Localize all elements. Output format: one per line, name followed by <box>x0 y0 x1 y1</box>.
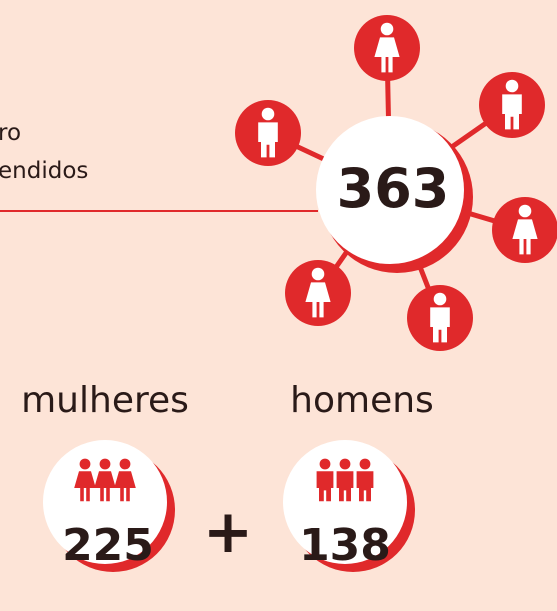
person-icon <box>356 458 374 502</box>
icon-body <box>114 471 136 502</box>
icon-head <box>433 292 447 306</box>
group-value: 225 <box>62 520 154 571</box>
person-icon <box>336 458 354 502</box>
hub-circle <box>316 116 464 264</box>
person-icon <box>502 79 522 130</box>
person-icon <box>94 458 116 502</box>
icon-body <box>305 282 331 318</box>
header-line: endidos <box>0 158 88 184</box>
icon-body <box>512 219 538 255</box>
icon-body <box>258 122 278 158</box>
icon-head <box>380 22 394 36</box>
header-line: ro <box>0 120 21 146</box>
person-icon <box>114 458 136 502</box>
icon-body <box>356 471 374 502</box>
person-icon <box>258 107 278 158</box>
icon-body <box>430 307 450 343</box>
icon-head <box>119 458 131 470</box>
group-label: mulheres <box>21 380 189 421</box>
icon-head <box>518 204 532 218</box>
icon-head <box>339 458 351 470</box>
icon-head <box>99 458 111 470</box>
person-icon <box>512 204 538 255</box>
group-circle <box>43 440 167 564</box>
person-icon <box>430 292 450 343</box>
person-icon <box>305 267 331 318</box>
icon-head <box>79 458 91 470</box>
person-icon <box>374 22 400 73</box>
group-circle <box>283 440 407 564</box>
icon-body <box>336 471 354 502</box>
icon-head <box>261 107 275 121</box>
icon-body <box>502 94 522 130</box>
icon-head <box>319 458 331 470</box>
icon-body <box>94 471 116 502</box>
icon-body <box>316 471 334 502</box>
person-icon <box>74 458 96 502</box>
total-value: 363 <box>337 157 450 220</box>
icon-body <box>74 471 96 502</box>
group-circles <box>43 440 415 572</box>
group-value: 138 <box>299 520 391 571</box>
person-icon <box>316 458 334 502</box>
hub <box>235 15 557 351</box>
group-label: homens <box>290 380 434 421</box>
operator: + <box>203 497 253 567</box>
icon-head <box>505 79 519 93</box>
icon-head <box>359 458 371 470</box>
icon-head <box>311 267 325 281</box>
icon-body <box>374 37 400 73</box>
